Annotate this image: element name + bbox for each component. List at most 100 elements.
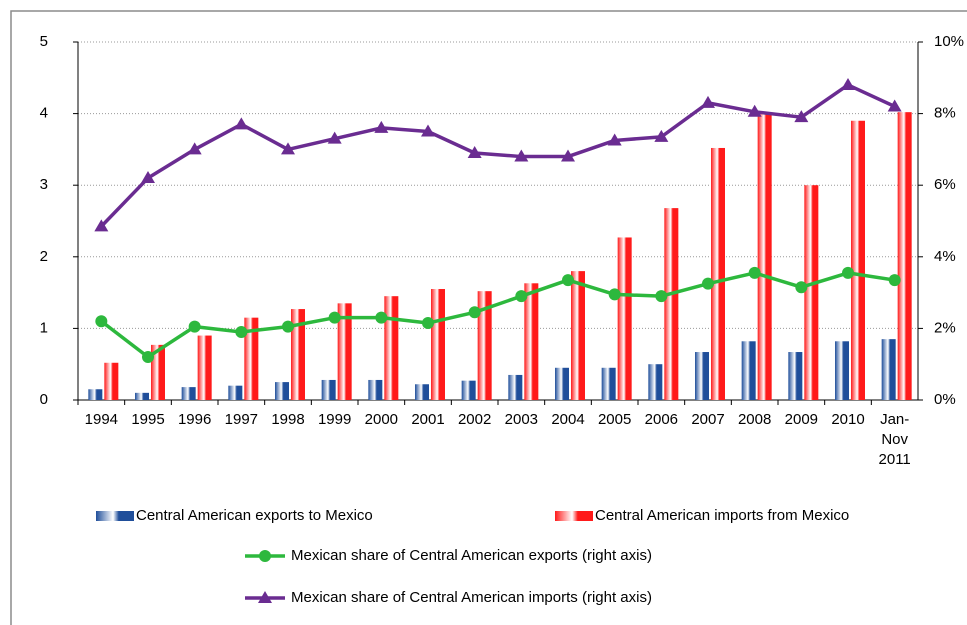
line: [100, 271, 895, 359]
x-tick-label: 2006: [644, 411, 679, 428]
bar: [431, 289, 445, 400]
y-tick-label: 1: [40, 319, 48, 336]
bar: [244, 317, 259, 400]
x-tick-label: Jan-Nov 2011: [878, 411, 911, 468]
x-tick-label: 1997: [224, 411, 259, 428]
point-marker: [327, 131, 342, 144]
point-marker: [234, 117, 249, 130]
point-marker: [468, 306, 481, 319]
y-tick-label: 2: [40, 248, 48, 265]
bar: [881, 339, 896, 400]
bar: [461, 380, 476, 400]
point-marker: [95, 315, 108, 328]
point-marker: [422, 317, 434, 330]
bar: [181, 387, 196, 400]
bar: [104, 362, 119, 400]
legend-label: Mexican share of Central American import…: [291, 589, 652, 606]
point-marker: [374, 120, 389, 133]
point-marker: [701, 95, 715, 108]
point-marker: [562, 274, 574, 287]
x-tick-label-box: 1999: [317, 411, 352, 428]
bar: [695, 352, 709, 400]
point-marker: [282, 320, 294, 333]
x-tick-label-box: Jan-Nov 2011: [878, 411, 911, 468]
bar: [741, 341, 756, 400]
point-marker: [421, 124, 435, 137]
y2-tick-label: 0%: [934, 391, 956, 408]
x-tick-label: 2004: [551, 411, 585, 428]
x-tick-label: 2000: [364, 411, 399, 428]
bar: [88, 389, 103, 400]
point-marker: [141, 171, 155, 184]
point-marker: [888, 274, 901, 287]
point-marker: [188, 320, 201, 333]
point-marker: [654, 129, 669, 142]
bar: [664, 208, 679, 400]
bar: [788, 352, 803, 400]
x-tick-label: 2009: [784, 411, 819, 428]
point-marker: [515, 290, 528, 303]
bar: [477, 291, 492, 400]
point-marker: [281, 142, 295, 155]
x-tick-label-box: 2002: [457, 411, 492, 428]
x-tick-label: 1995: [131, 411, 165, 428]
point-marker: [887, 99, 902, 112]
x-tick-label: 1998: [271, 411, 305, 428]
y-tick-label: 5: [40, 33, 48, 50]
x-tick-label: 2002: [457, 411, 492, 428]
bar: [321, 379, 336, 400]
bar: [337, 303, 352, 400]
bar: [508, 374, 523, 400]
x-tick-label-box: 2005: [597, 411, 632, 428]
point-marker: [607, 133, 622, 146]
x-tick-label: 2007: [691, 411, 725, 428]
point-marker: [795, 281, 808, 294]
legend-marker: [258, 591, 272, 603]
bar: [384, 296, 399, 400]
x-tick-label: 1996: [177, 411, 212, 428]
point-marker: [467, 145, 482, 158]
point-marker: [747, 104, 762, 117]
x-tick-label: 2001: [411, 411, 445, 428]
x-tick-label-box: 1998: [271, 411, 305, 428]
x-tick-label-box: 1996: [177, 411, 212, 428]
point-marker: [235, 325, 248, 338]
point-marker: [94, 219, 109, 232]
x-tick-label-box: 2004: [551, 411, 585, 428]
y-tick-label: 0: [40, 391, 48, 408]
legend-label: Central American imports from Mexico: [595, 507, 849, 524]
legend-label: Central American exports to Mexico: [136, 507, 373, 524]
bar: [835, 341, 849, 400]
x-tick-label-box: 2008: [738, 411, 771, 428]
bar: [291, 309, 305, 400]
x-tick-label-box: 2010: [831, 411, 864, 428]
x-tick-label-box: 1994: [84, 411, 119, 428]
bar: [135, 392, 149, 400]
y2-tick-label: 8%: [934, 105, 956, 122]
x-tick-label: 1994: [84, 411, 119, 428]
x-tick-label: 1999: [317, 411, 352, 428]
y-tick-label: 3: [40, 176, 48, 193]
bar: [601, 367, 616, 400]
x-tick-label-box: 2001: [411, 411, 445, 428]
point-marker: [187, 142, 202, 155]
bar: [228, 385, 243, 400]
point-marker: [842, 266, 854, 279]
bar: [151, 344, 165, 400]
point-marker: [561, 149, 575, 162]
y2-tick-label: 2%: [934, 319, 956, 336]
y2-tick-label: 10%: [934, 33, 964, 50]
bar: [571, 271, 585, 400]
bar: [757, 113, 772, 400]
x-tick-label: 2005: [597, 411, 632, 428]
point-marker: [702, 277, 714, 290]
x-tick-label-box: 2007: [691, 411, 725, 428]
bar: [897, 112, 912, 400]
bar: [368, 379, 383, 400]
x-tick-label-box: 2006: [644, 411, 679, 428]
line: [100, 83, 896, 228]
point-marker: [142, 351, 154, 364]
bar: [617, 237, 632, 400]
point-marker: [655, 290, 668, 303]
